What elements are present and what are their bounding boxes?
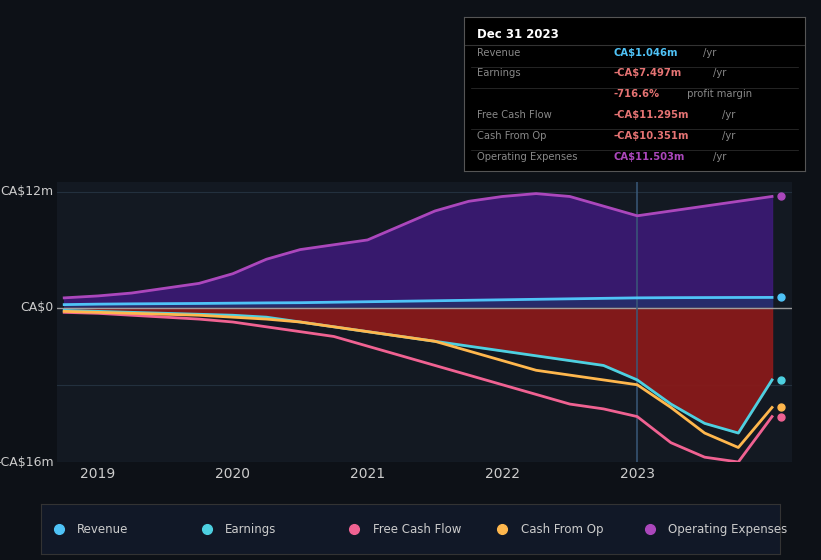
Text: -716.6%: -716.6%	[614, 89, 660, 99]
Text: Free Cash Flow: Free Cash Flow	[373, 522, 461, 536]
Text: CA$12m: CA$12m	[1, 185, 54, 198]
Text: Free Cash Flow: Free Cash Flow	[478, 110, 553, 120]
Text: Revenue: Revenue	[478, 48, 521, 58]
Text: Earnings: Earnings	[478, 68, 521, 78]
Text: -CA$10.351m: -CA$10.351m	[614, 131, 690, 141]
Text: Dec 31 2023: Dec 31 2023	[478, 27, 559, 40]
Text: CA$1.046m: CA$1.046m	[614, 48, 678, 58]
Text: /yr: /yr	[722, 110, 736, 120]
Text: Cash From Op: Cash From Op	[478, 131, 547, 141]
Text: Operating Expenses: Operating Expenses	[478, 152, 578, 161]
Text: -CA$11.295m: -CA$11.295m	[614, 110, 690, 120]
Text: Cash From Op: Cash From Op	[521, 522, 603, 536]
Text: profit margin: profit margin	[684, 89, 752, 99]
Text: /yr: /yr	[713, 68, 726, 78]
Text: Operating Expenses: Operating Expenses	[668, 522, 787, 536]
Text: /yr: /yr	[713, 152, 726, 161]
Text: -CA$7.497m: -CA$7.497m	[614, 68, 682, 78]
Text: /yr: /yr	[703, 48, 717, 58]
Text: Revenue: Revenue	[77, 522, 129, 536]
Text: CA$11.503m: CA$11.503m	[614, 152, 686, 161]
Text: -CA$16m: -CA$16m	[0, 455, 54, 469]
Text: /yr: /yr	[722, 131, 736, 141]
Text: CA$0: CA$0	[21, 301, 54, 314]
Text: Earnings: Earnings	[225, 522, 277, 536]
